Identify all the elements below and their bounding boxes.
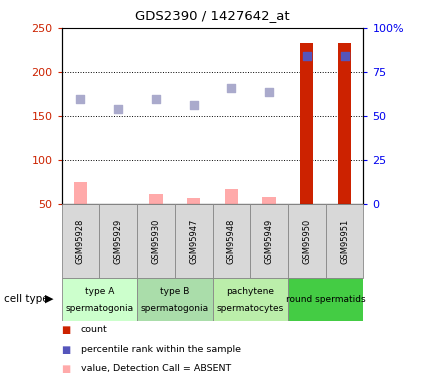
Text: GSM95929: GSM95929 — [114, 218, 123, 264]
Bar — [149, 194, 162, 204]
Text: GSM95949: GSM95949 — [265, 218, 274, 264]
Bar — [250, 204, 288, 278]
Bar — [175, 204, 212, 278]
Point — [266, 88, 272, 94]
Text: GSM95948: GSM95948 — [227, 218, 236, 264]
Text: pachytene: pachytene — [226, 287, 274, 296]
Text: ■: ■ — [62, 364, 71, 374]
Bar — [112, 204, 125, 206]
Text: GSM95930: GSM95930 — [151, 218, 160, 264]
Point — [303, 53, 310, 59]
Text: type A: type A — [85, 287, 114, 296]
Text: ■: ■ — [62, 345, 71, 354]
Text: cell type: cell type — [4, 294, 49, 304]
Bar — [137, 204, 175, 278]
Bar — [187, 198, 200, 204]
Text: ▶: ▶ — [45, 294, 53, 304]
Bar — [288, 278, 363, 321]
Text: ■: ■ — [62, 325, 71, 335]
Point — [77, 96, 84, 102]
Bar — [62, 278, 137, 321]
Text: spermatogonia: spermatogonia — [65, 304, 133, 313]
Bar — [225, 189, 238, 204]
Bar — [263, 197, 276, 204]
Bar — [288, 204, 326, 278]
Text: GSM95928: GSM95928 — [76, 218, 85, 264]
Bar — [338, 43, 351, 204]
Point — [153, 96, 159, 102]
Bar — [212, 204, 250, 278]
Bar — [99, 204, 137, 278]
Text: percentile rank within the sample: percentile rank within the sample — [81, 345, 241, 354]
Point — [115, 106, 122, 112]
Bar — [62, 204, 99, 278]
Bar — [300, 43, 313, 204]
Text: round spermatids: round spermatids — [286, 295, 366, 304]
Text: count: count — [81, 326, 108, 334]
Point — [341, 53, 348, 59]
Text: GSM95950: GSM95950 — [302, 218, 311, 264]
Text: type B: type B — [160, 287, 190, 296]
Text: GSM95947: GSM95947 — [189, 218, 198, 264]
Bar — [74, 182, 87, 204]
Text: spermatocytes: spermatocytes — [217, 304, 284, 313]
Text: spermatogonia: spermatogonia — [141, 304, 209, 313]
Bar — [137, 278, 212, 321]
Text: GDS2390 / 1427642_at: GDS2390 / 1427642_at — [135, 9, 290, 22]
Point — [190, 102, 197, 108]
Bar — [212, 278, 288, 321]
Text: GSM95951: GSM95951 — [340, 218, 349, 264]
Point — [228, 85, 235, 91]
Bar — [326, 204, 363, 278]
Text: value, Detection Call = ABSENT: value, Detection Call = ABSENT — [81, 364, 231, 374]
